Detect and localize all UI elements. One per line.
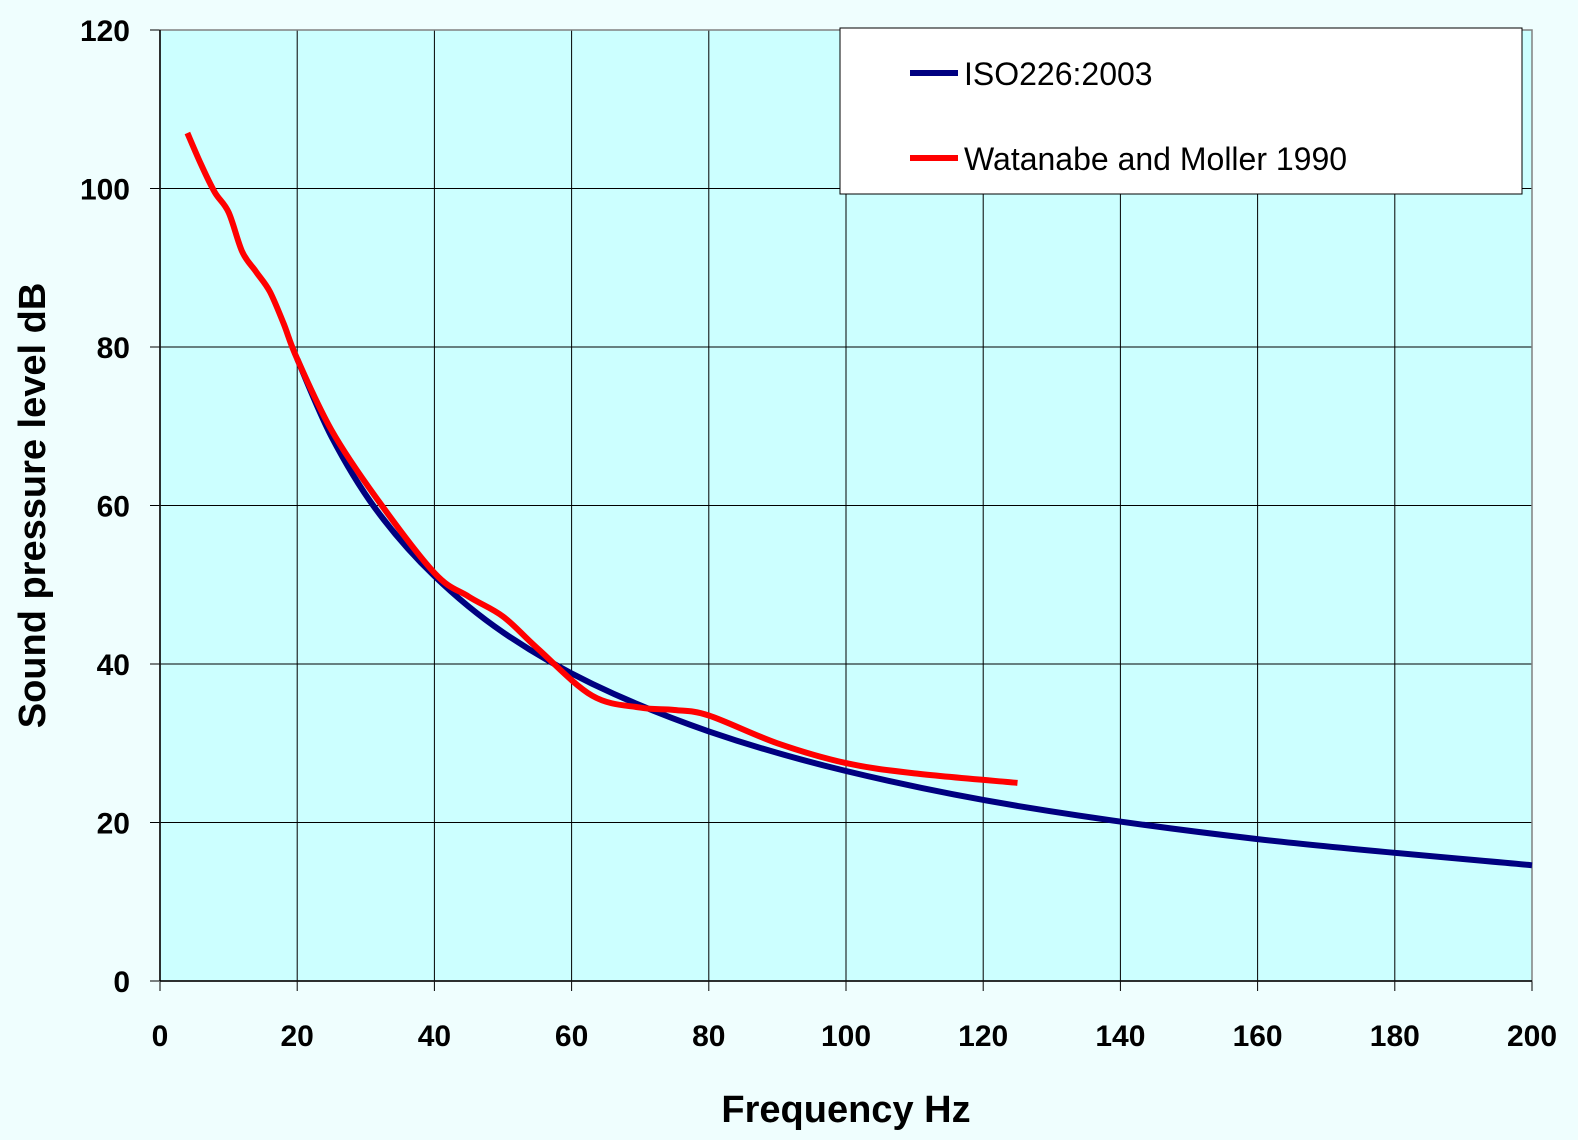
legend-label: Watanabe and Moller 1990 (964, 141, 1347, 177)
y-tick-label: 120 (80, 15, 130, 48)
series-lines (184, 131, 1533, 869)
series-line-watanabe-and-moller-1990 (184, 131, 1018, 786)
x-axis-title: Frequency Hz (721, 1089, 970, 1131)
x-tick-label: 160 (1233, 1020, 1283, 1053)
y-tick-label: 0 (113, 966, 130, 999)
x-tick-label: 120 (958, 1020, 1008, 1053)
x-tick-label: 0 (152, 1020, 169, 1053)
y-tick-label: 20 (97, 808, 130, 841)
legend: ISO226:2003 Watanabe and Moller 1990 (839, 27, 1523, 195)
x-tick-label: 60 (555, 1020, 588, 1053)
x-tick-label: 100 (821, 1020, 871, 1053)
x-tick-label: 140 (1095, 1020, 1145, 1053)
axes: 0 20 40 60 80 100 120 140 160 180 200 0 20 40 60 80 100 1… (80, 15, 1557, 1053)
x-tick-label: 180 (1370, 1020, 1420, 1053)
y-axis-title: Sound pressure level dB (12, 283, 54, 729)
y-tick-label: 60 (97, 491, 130, 524)
legend-box (839, 27, 1523, 195)
y-tick-label: 100 (80, 174, 130, 207)
series-line-iso226-2003 (294, 357, 1533, 869)
x-tick-label: 40 (418, 1020, 451, 1053)
x-tick-label: 200 (1507, 1020, 1557, 1053)
y-tick-label: 40 (97, 649, 130, 682)
x-tick-label: 20 (281, 1020, 314, 1053)
x-tick-label: 80 (692, 1020, 725, 1053)
legend-label: ISO226:2003 (964, 56, 1153, 92)
y-tick-label: 80 (97, 332, 130, 365)
